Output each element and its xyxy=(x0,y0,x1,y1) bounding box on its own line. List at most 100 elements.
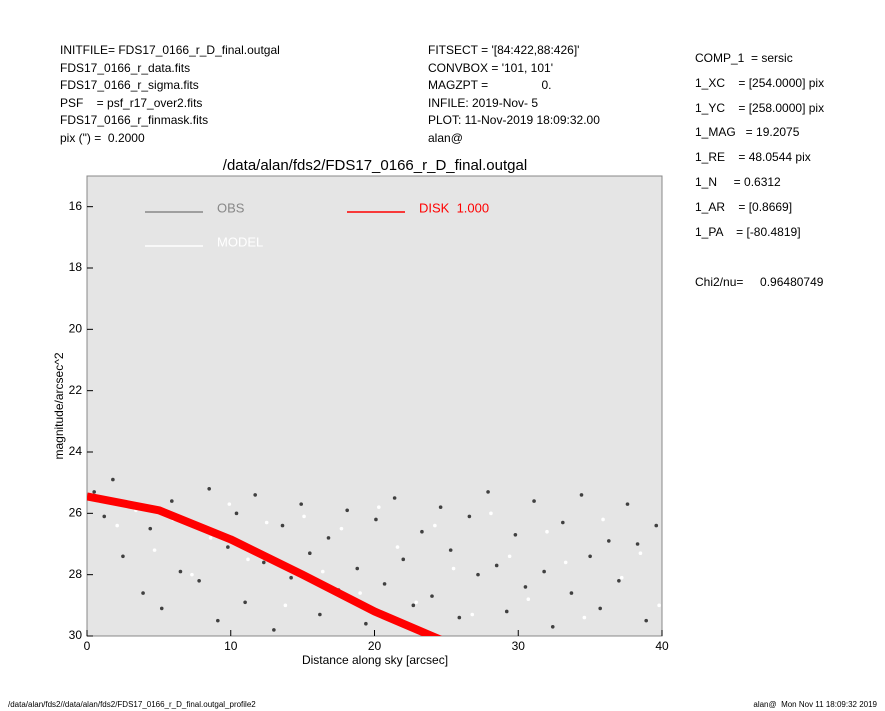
data-point xyxy=(243,600,247,605)
y-tick-label: 30 xyxy=(69,628,83,642)
fit-param: 1_AR = [0.8669] xyxy=(695,199,793,214)
header-line: INFILE: 2019-Nov- 5 xyxy=(428,95,539,110)
data-point xyxy=(272,628,276,632)
data-point xyxy=(374,517,378,522)
data-point xyxy=(227,502,232,506)
data-point xyxy=(364,621,368,626)
data-point xyxy=(657,603,661,608)
header-line: FDS17_0166_r_sigma.fits xyxy=(60,78,199,92)
legend-label: OBS xyxy=(217,200,245,215)
fit-param: 1_PA = [-80.4819] xyxy=(695,224,801,239)
data-point xyxy=(582,615,587,620)
data-point xyxy=(216,618,220,623)
data-point xyxy=(280,523,285,528)
data-point xyxy=(526,597,531,601)
data-point xyxy=(588,554,592,559)
data-point xyxy=(507,554,512,559)
data-point xyxy=(430,594,434,598)
y-tick-label: 16 xyxy=(69,199,83,213)
data-point xyxy=(152,548,157,552)
data-point xyxy=(563,560,568,565)
data-point xyxy=(355,566,360,571)
data-point xyxy=(111,477,115,482)
data-point xyxy=(318,612,322,617)
data-point xyxy=(283,603,288,608)
data-point xyxy=(601,517,605,522)
header-line: pix (") = 0.2000 xyxy=(60,130,145,145)
header-line: FITSECT = '[84:422,88:426]' xyxy=(428,43,580,57)
data-point xyxy=(438,505,443,510)
data-point xyxy=(513,533,518,537)
legend-label: MODEL xyxy=(217,234,263,249)
data-point xyxy=(377,505,381,510)
header-line: alan@ xyxy=(428,130,463,145)
data-point xyxy=(401,557,406,562)
data-point xyxy=(121,554,125,559)
data-point xyxy=(289,575,293,580)
data-point xyxy=(320,569,325,574)
data-point xyxy=(638,551,643,555)
data-point xyxy=(226,545,230,549)
legend-label: DISK 1.000 xyxy=(419,200,489,215)
fit-param: 1_N = 0.6312 xyxy=(695,175,781,189)
disk-profile xyxy=(87,492,443,636)
data-point xyxy=(339,526,344,531)
data-point xyxy=(190,572,194,577)
data-point xyxy=(550,625,555,629)
data-point xyxy=(470,612,475,617)
data-point xyxy=(654,523,659,528)
data-point xyxy=(625,502,630,506)
data-point xyxy=(561,520,565,525)
data-point xyxy=(489,511,493,516)
x-axis-label: Distance along sky [arcsec] xyxy=(302,653,448,667)
data-point xyxy=(569,591,574,595)
data-point xyxy=(141,591,145,595)
x-tick-label: 10 xyxy=(224,639,238,653)
data-point xyxy=(411,603,416,608)
data-point xyxy=(308,551,312,555)
data-point xyxy=(414,600,418,605)
x-tick-label: 40 xyxy=(655,639,669,653)
header-line: MAGZPT = 0. xyxy=(428,78,552,92)
y-tick-label: 26 xyxy=(69,506,83,520)
data-point xyxy=(617,579,621,583)
data-point xyxy=(579,493,584,497)
data-point xyxy=(523,585,528,589)
y-tick-label: 22 xyxy=(69,383,83,397)
data-point xyxy=(486,490,490,494)
data-point xyxy=(326,536,331,540)
data-point xyxy=(262,560,266,565)
header-line: CONVBOX = '101, 101' xyxy=(428,60,553,75)
y-tick-label: 24 xyxy=(69,444,83,458)
footer-right: alan@ Mon Nov 11 18:09:32 2019 xyxy=(753,700,877,709)
data-point xyxy=(358,591,362,595)
header-line: FDS17_0166_r_finmask.fits xyxy=(60,113,209,127)
data-point xyxy=(253,493,257,497)
y-tick-label: 28 xyxy=(69,567,83,581)
footer-left: /data/alan/fds2//data/alan/fds2/FDS17_01… xyxy=(8,700,256,709)
data-point xyxy=(598,606,602,611)
data-point xyxy=(467,514,472,519)
data-point xyxy=(433,523,437,528)
data-point xyxy=(395,545,400,549)
x-tick-label: 30 xyxy=(512,639,526,653)
y-tick-label: 18 xyxy=(69,260,83,274)
data-point xyxy=(299,502,303,506)
data-point xyxy=(197,579,201,583)
data-point xyxy=(115,523,119,528)
header-line: INITFILE= FDS17_0166_r_D_final.outgal xyxy=(60,43,280,57)
data-point xyxy=(448,548,453,552)
data-point xyxy=(392,496,397,500)
fit-param: 1_XC = [254.0000] pix xyxy=(695,75,825,90)
data-point xyxy=(102,514,107,519)
data-point xyxy=(635,542,640,546)
data-point xyxy=(159,606,164,611)
data-point xyxy=(246,557,250,562)
data-point xyxy=(207,487,211,491)
data-point xyxy=(504,609,509,614)
x-tick-label: 20 xyxy=(368,639,382,653)
x-tick-label: 0 xyxy=(84,639,91,653)
data-point xyxy=(494,563,499,568)
data-point xyxy=(619,575,624,580)
data-point xyxy=(208,536,213,540)
